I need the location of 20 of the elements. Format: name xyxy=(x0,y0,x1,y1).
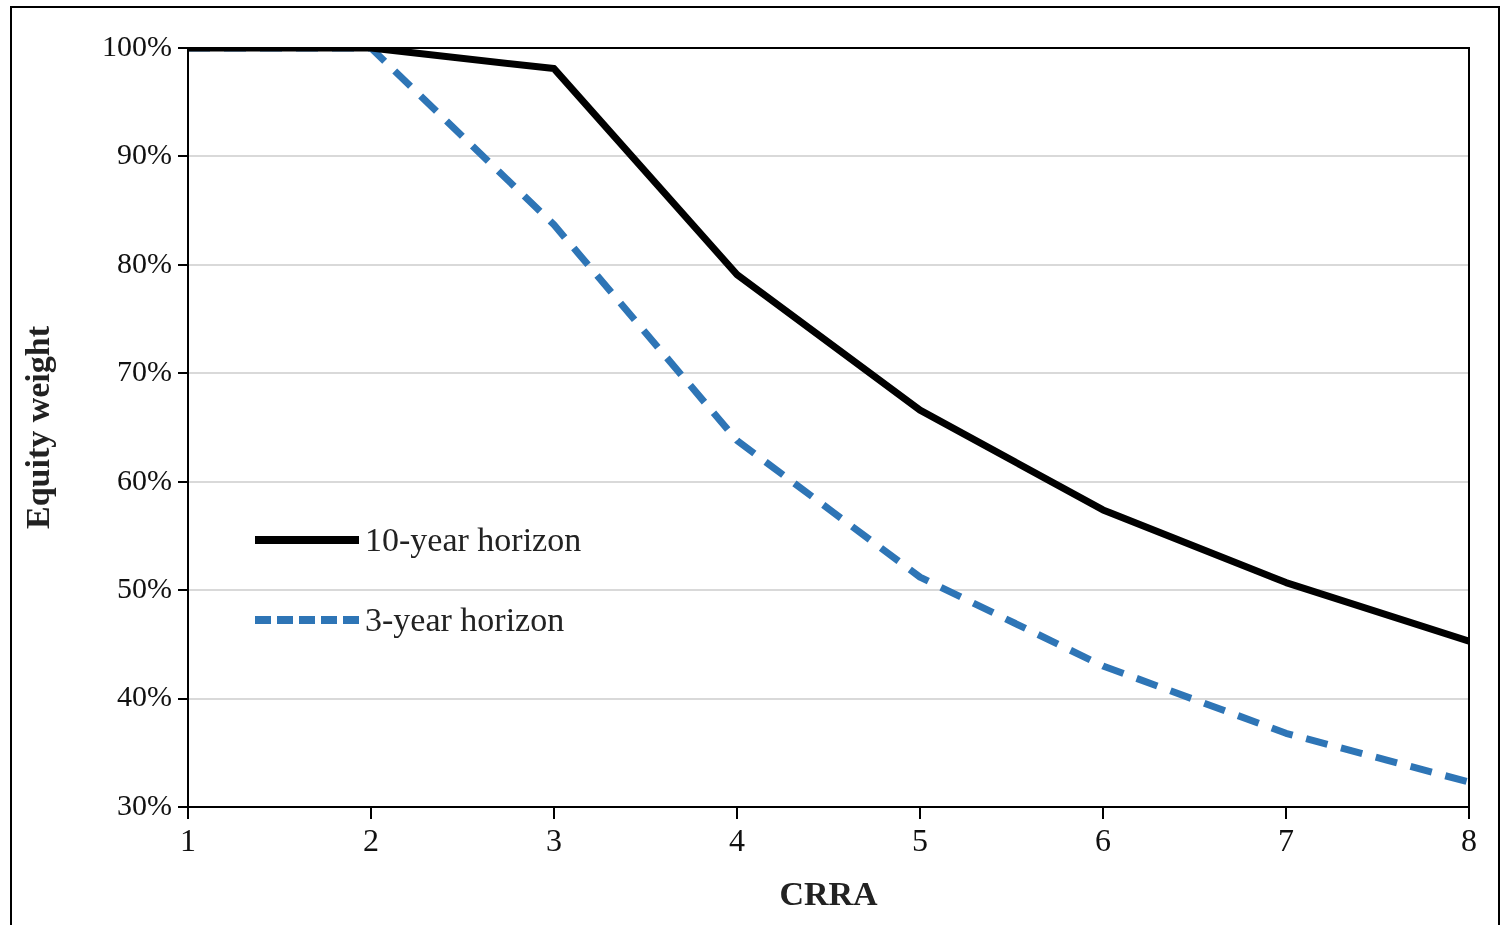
x-tick-label: 6 xyxy=(1095,821,1111,858)
x-tick-label: 3 xyxy=(546,821,562,858)
y-tick-label: 40% xyxy=(117,679,172,713)
y-tick-label: 50% xyxy=(117,571,172,605)
x-tick-label: 2 xyxy=(363,821,379,858)
y-tick-label: 80% xyxy=(117,245,172,279)
y-tick-label: 60% xyxy=(117,462,172,496)
x-axis-title: CRRA xyxy=(779,875,879,913)
x-tick-label: 8 xyxy=(1461,821,1477,858)
x-tick-label: 1 xyxy=(180,821,196,858)
y-tick-label: 70% xyxy=(117,354,172,388)
x-tick-label: 4 xyxy=(729,821,745,858)
x-tick-label: 7 xyxy=(1278,821,1294,858)
legend-label: 10-year horizon xyxy=(365,521,582,559)
y-axis-title: Equity weight xyxy=(19,325,57,530)
y-tick-label: 30% xyxy=(117,787,172,821)
y-tick-label: 90% xyxy=(117,137,172,171)
y-tick-label: 100% xyxy=(102,28,172,62)
legend-label: 3-year horizon xyxy=(365,601,565,639)
x-tick-label: 5 xyxy=(912,821,928,858)
